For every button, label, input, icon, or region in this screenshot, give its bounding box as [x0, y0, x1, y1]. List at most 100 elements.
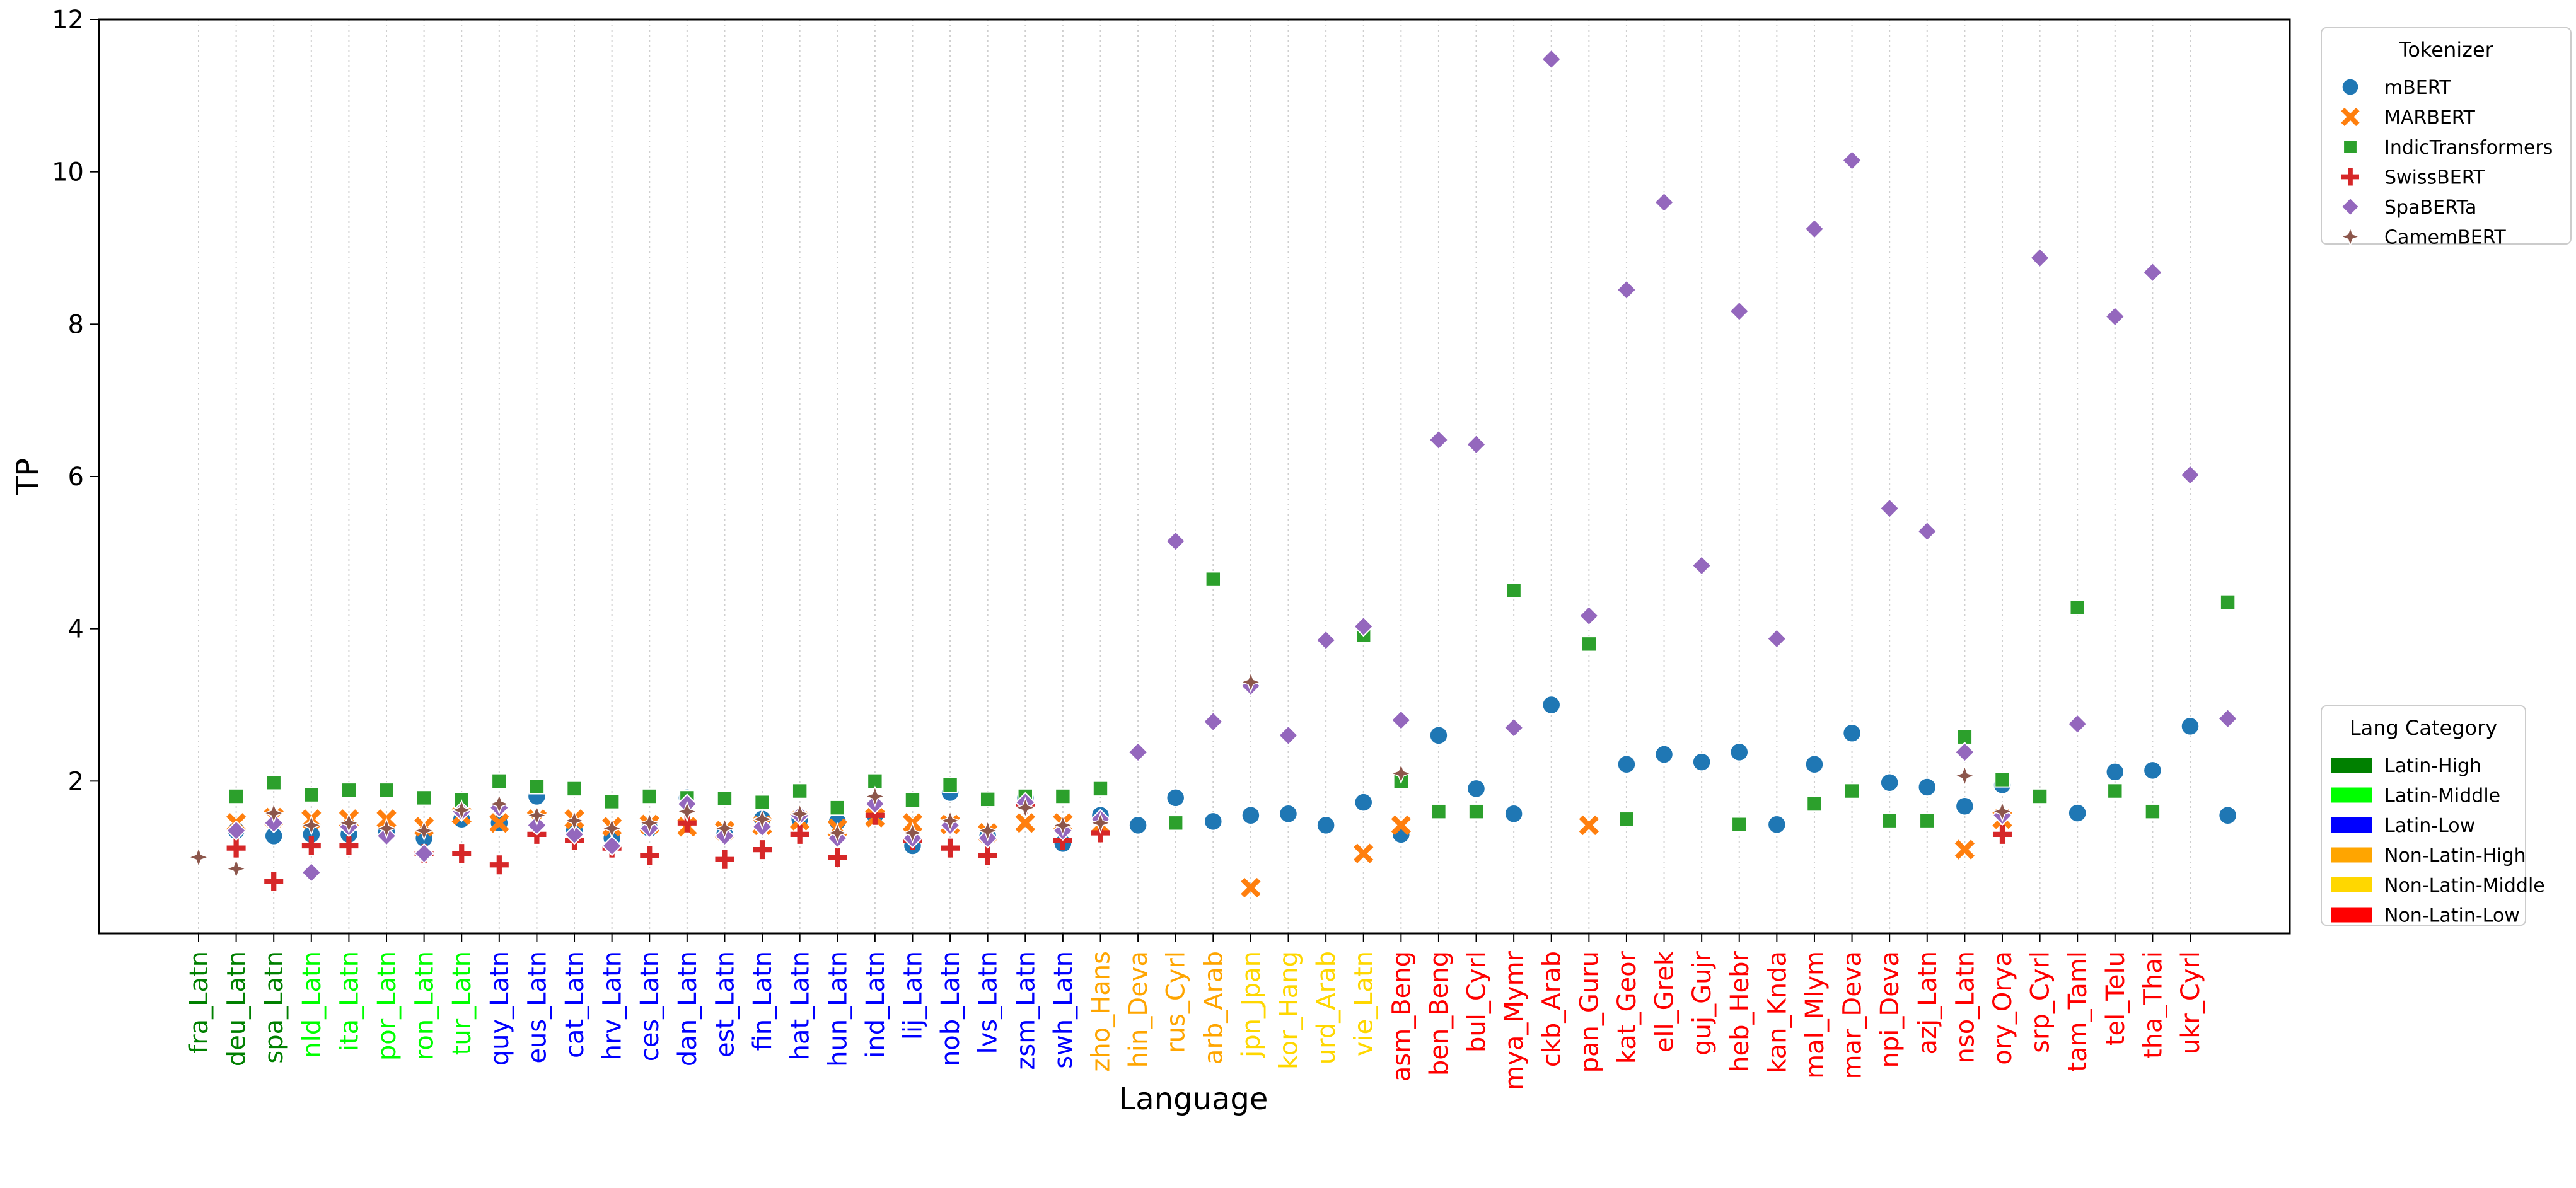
data-point [340, 782, 357, 799]
x-tick-label: lij_Latn [898, 951, 927, 1040]
data-point [265, 775, 282, 791]
legend-label: MARBERT [2384, 107, 2475, 129]
x-tick-label: vie_Latn [1350, 951, 1379, 1056]
data-point [1055, 788, 1071, 805]
data-point [1202, 711, 1224, 732]
data-point [1315, 630, 1337, 651]
data-point [1239, 671, 1262, 693]
x-tick-label: est_Latn [711, 951, 740, 1058]
data-point [451, 799, 473, 821]
data-point [1579, 815, 1599, 836]
data-point [2219, 594, 2236, 611]
data-point [1353, 616, 1374, 637]
data-point [1992, 824, 2012, 844]
data-point [228, 788, 245, 805]
data-point [226, 820, 247, 841]
data-point [264, 872, 284, 891]
data-point [1691, 752, 1712, 772]
legend-marker [2341, 78, 2360, 96]
data-point [1466, 434, 1487, 455]
data-point [1654, 192, 1674, 213]
data-point [528, 778, 545, 795]
data-point [829, 799, 845, 816]
data-point [2180, 717, 2200, 736]
data-point [2218, 805, 2237, 825]
x-tick-label: nld_Latn [298, 951, 327, 1058]
data-point [566, 780, 583, 797]
data-point [1127, 742, 1149, 763]
data-point [791, 783, 808, 799]
data-point [2104, 306, 2126, 327]
data-point [1804, 754, 1825, 774]
x-tick-label: mar_Deva [1838, 951, 1867, 1080]
data-point [1429, 725, 1449, 746]
x-tick-label: fin_Latn [748, 951, 777, 1051]
data-point [1541, 49, 1562, 70]
x-tick-label: zsm_Latn [1011, 951, 1040, 1070]
data-point [2217, 708, 2239, 729]
data-point [1089, 812, 1111, 834]
legend-marker [2341, 168, 2359, 186]
x-tick-label: nob_Latn [936, 951, 965, 1066]
x-axis-ticks: fra_Latn deu_Latn spa_Latn nld_Latn ita_Latn… [185, 933, 2205, 1090]
data-point [300, 814, 322, 836]
data-point [488, 793, 510, 815]
x-tick-label: guj_Gujr [1688, 950, 1717, 1055]
y-tick-label: 12 [52, 6, 84, 35]
series-indictransformers [228, 571, 2236, 833]
data-point [1391, 815, 1411, 836]
data-point [301, 862, 322, 883]
x-tick-label: hin_Deva [1124, 951, 1153, 1068]
legend-label: Latin-Middle [2384, 785, 2500, 807]
data-point [753, 840, 772, 860]
data-point [187, 846, 210, 868]
x-tick-label: ita_Latn [335, 951, 364, 1051]
data-point [2067, 803, 2087, 823]
data-point [1428, 429, 1449, 451]
data-point [1581, 636, 1598, 652]
data-point [1204, 812, 1223, 831]
x-tick-label: por_Latn [373, 951, 402, 1061]
legend-label: Non-Latin-Low [2384, 905, 2520, 927]
data-point [1578, 605, 1599, 626]
data-point [1879, 773, 1900, 792]
legend-label: Non-Latin-High [2384, 845, 2526, 867]
legend-box [2321, 27, 2572, 245]
y-tick-label: 6 [68, 463, 84, 492]
legend-box [2321, 705, 2526, 926]
x-tick-label: azj_Latn [1913, 951, 1942, 1054]
legend-swatch [2331, 847, 2372, 863]
x-tick-label: tur_Latn [448, 951, 477, 1055]
data-point [714, 817, 736, 839]
data-point [1205, 571, 1222, 587]
x-tick-label: arb_Arab [1199, 951, 1228, 1064]
legend-swatch [2331, 787, 2372, 803]
data-point [414, 843, 435, 864]
x-tick-label: zho_Hans [1086, 951, 1115, 1072]
x-tick-label: mal_Mlym [1801, 951, 1830, 1079]
x-tick-label: ukr_Cyrl [2176, 951, 2205, 1054]
data-point [338, 812, 360, 834]
data-point [2142, 262, 2163, 283]
data-point [1279, 804, 1298, 824]
x-tick-label: quy_Latn [485, 951, 514, 1066]
x-tick-label: swh_Latn [1049, 951, 1078, 1069]
data-point [1466, 779, 1486, 799]
data-point [1618, 811, 1635, 828]
data-point [375, 817, 398, 839]
data-point [303, 787, 320, 803]
x-tick-label: tha_Thai [2138, 951, 2167, 1059]
legend-label: IndicTransformers [2384, 137, 2553, 159]
data-point [491, 773, 508, 790]
data-point [1954, 764, 1976, 787]
data-point [1955, 796, 1975, 816]
data-point [2143, 761, 2162, 780]
data-point [413, 819, 435, 842]
y-axis-ticks: 2 4 6 8 10 12 [52, 6, 99, 796]
data-point [1278, 725, 1299, 746]
data-point [941, 838, 960, 858]
x-tick-label: eus_Latn [523, 951, 552, 1064]
x-tick-label: hat_Latn [786, 951, 815, 1060]
grid-lines [198, 20, 2191, 933]
data-point [1842, 150, 1862, 171]
